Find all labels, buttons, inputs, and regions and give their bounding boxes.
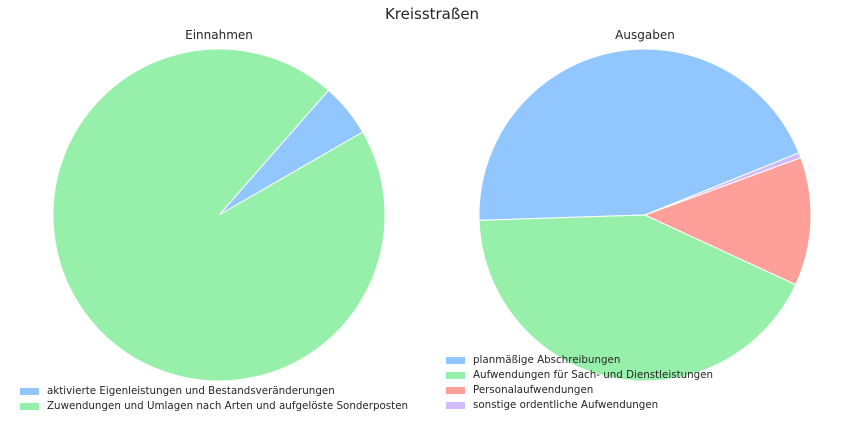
legend-item: Aufwendungen für Sach- und Dienstleistun… bbox=[446, 368, 713, 383]
legend-item: planmäßige Abschreibungen bbox=[446, 353, 713, 368]
pie-slice bbox=[478, 214, 797, 382]
legend-einnahmen: aktivierte Eigenleistungen und Bestandsv… bbox=[20, 384, 408, 414]
legend-swatch bbox=[20, 403, 39, 410]
pie-slice bbox=[644, 152, 802, 216]
legend-label: Zuwendungen und Umlagen nach Arten und a… bbox=[47, 400, 409, 412]
legend-item: Zuwendungen und Umlagen nach Arten und a… bbox=[20, 399, 408, 414]
legend-item: sonstige ordentliche Aufwendungen bbox=[446, 398, 713, 413]
legend-swatch bbox=[446, 372, 465, 379]
legend-swatch bbox=[20, 388, 39, 395]
legend-swatch bbox=[446, 402, 465, 409]
legend-label: aktivierte Eigenleistungen und Bestandsv… bbox=[47, 385, 335, 397]
legend-label: Aufwendungen für Sach- und Dienstleistun… bbox=[473, 369, 714, 381]
legend-ausgaben: planmäßige Abschreibungen Aufwendungen f… bbox=[446, 353, 713, 413]
legend-item: Personalaufwendungen bbox=[446, 383, 713, 398]
pie-slice bbox=[52, 48, 386, 382]
legend-swatch bbox=[446, 387, 465, 394]
legend-swatch bbox=[446, 357, 465, 364]
legend-label: sonstige ordentliche Aufwendungen bbox=[473, 399, 659, 411]
pie-slice bbox=[643, 157, 812, 286]
legend-item: aktivierte Eigenleistungen und Bestandsv… bbox=[20, 384, 408, 399]
pie-title-ausgaben: Ausgaben bbox=[615, 28, 675, 42]
pie-title-einnahmen: Einnahmen bbox=[185, 28, 253, 42]
legend-label: Personalaufwendungen bbox=[473, 384, 594, 396]
legend-label: planmäßige Abschreibungen bbox=[473, 354, 621, 366]
pie-slice bbox=[478, 48, 800, 221]
figure-title: Kreisstraßen bbox=[384, 5, 480, 23]
